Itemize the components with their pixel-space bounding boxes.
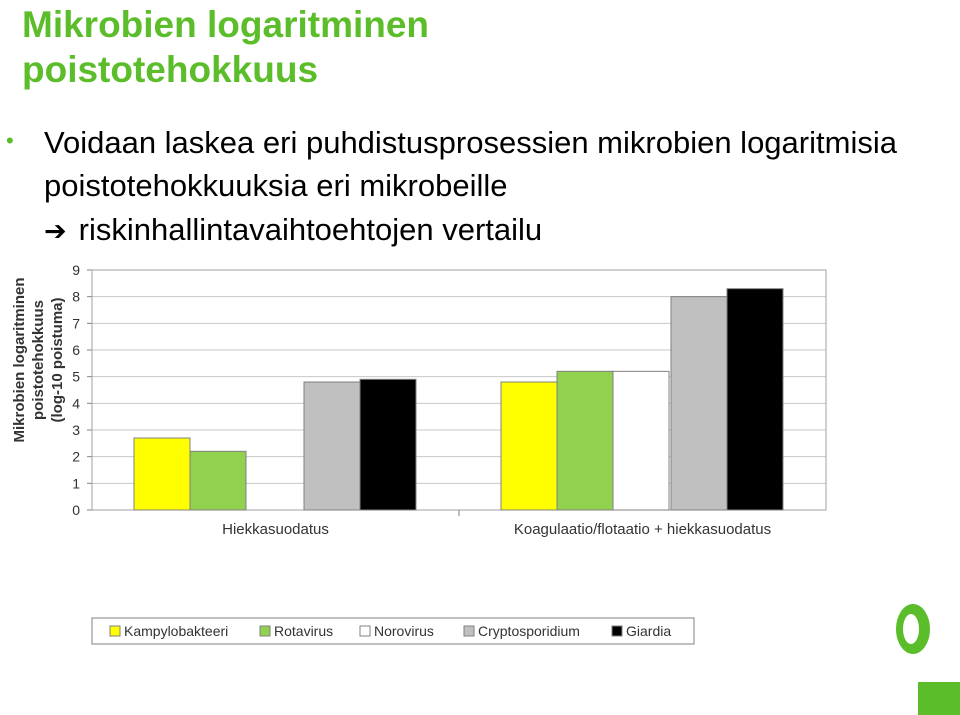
legend-box <box>91 617 695 645</box>
y-axis-label-line: poistotehokkuus <box>30 300 47 420</box>
arrow-line: ➔ riskinhallintavaihtoehtojen vertailu <box>44 208 542 253</box>
x-category-label: Koagulaatio/flotaatio + hiekkasuodatus <box>514 521 771 538</box>
y-axis-label-line: Mikrobien logaritminen <box>11 277 28 442</box>
right-arrow-icon: ➔ <box>44 216 67 246</box>
title-line-2: poistotehokkuus <box>22 49 319 90</box>
bar-giardia <box>726 288 784 511</box>
legend-label: Rotavirus <box>274 623 333 639</box>
y-tick-label: 1 <box>72 475 80 491</box>
y-tick-label: 6 <box>72 342 80 358</box>
bar-norovirus <box>612 370 670 511</box>
y-tick-label: 8 <box>72 289 80 305</box>
y-axis-label-line: (log-10 poistuma) <box>49 297 66 422</box>
title-line-1: Mikrobien logaritminen <box>22 4 430 45</box>
legend-label: Giardia <box>626 623 671 639</box>
legend-label: Kampylobakteeri <box>124 623 228 639</box>
y-tick-label: 2 <box>72 449 80 465</box>
legend-swatch <box>259 625 271 637</box>
bullet-dot-icon: • <box>6 128 14 153</box>
bar-kampylobakteeri <box>133 437 191 511</box>
y-tick-label: 5 <box>72 369 80 385</box>
y-tick-label: 3 <box>72 422 80 438</box>
legend-swatch <box>359 625 371 637</box>
bar-giardia <box>359 378 417 511</box>
legend-swatch <box>463 625 475 637</box>
bar-kampylobakteeri <box>500 381 558 511</box>
y-tick-label: 4 <box>72 395 80 411</box>
bar-rotavirus <box>556 370 614 511</box>
legend-label: Cryptosporidium <box>478 623 580 639</box>
logo-inner <box>903 614 919 644</box>
x-category-label: Hiekkasuodatus <box>222 521 329 538</box>
y-tick-label: 0 <box>72 502 80 518</box>
y-axis-label: Mikrobien logaritminen poistotehokkuus (lo… <box>11 277 66 442</box>
slide-title: Mikrobien logaritminen poistotehokkuus <box>22 2 429 92</box>
bar-chart: 0 1 2 3 4 5 6 7 8 9 Hiekkasuodatus Koagulaatio/flot… <box>11 262 827 645</box>
legend-label: Norovirus <box>374 623 434 639</box>
arrow-text: riskinhallintavaihtoehtojen vertailu <box>78 212 543 247</box>
green-corner-square <box>918 682 960 715</box>
bar-cryptosporidium <box>670 296 728 511</box>
legend-swatch <box>109 625 121 637</box>
bar-rotavirus <box>189 450 247 511</box>
legend-swatch <box>611 625 623 637</box>
y-tick-label: 9 <box>72 262 80 278</box>
y-tick-label: 7 <box>72 315 80 331</box>
bar-cryptosporidium <box>303 381 361 511</box>
bullet-text: Voidaan laskea eri puhdistusprosessien m… <box>44 125 897 203</box>
